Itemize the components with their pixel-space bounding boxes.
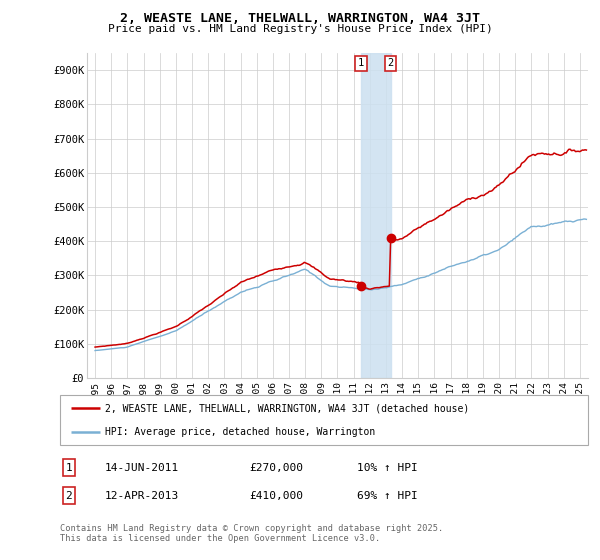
Text: £270,000: £270,000	[249, 463, 303, 473]
Text: 69% ↑ HPI: 69% ↑ HPI	[357, 491, 418, 501]
Text: Contains HM Land Registry data © Crown copyright and database right 2025.
This d: Contains HM Land Registry data © Crown c…	[60, 524, 443, 543]
Bar	[361, 53, 391, 378]
Text: 1: 1	[65, 463, 73, 473]
Text: 2, WEASTE LANE, THELWALL, WARRINGTON, WA4 3JT (detached house): 2, WEASTE LANE, THELWALL, WARRINGTON, WA…	[105, 403, 469, 413]
Text: £410,000: £410,000	[249, 491, 303, 501]
Text: 14-JUN-2011: 14-JUN-2011	[105, 463, 179, 473]
Text: Price paid vs. HM Land Registry's House Price Index (HPI): Price paid vs. HM Land Registry's House …	[107, 24, 493, 34]
Text: 2: 2	[65, 491, 73, 501]
Text: 12-APR-2013: 12-APR-2013	[105, 491, 179, 501]
Text: HPI: Average price, detached house, Warrington: HPI: Average price, detached house, Warr…	[105, 427, 375, 437]
Text: 10% ↑ HPI: 10% ↑ HPI	[357, 463, 418, 473]
Text: 2: 2	[388, 58, 394, 68]
Text: 2, WEASTE LANE, THELWALL, WARRINGTON, WA4 3JT: 2, WEASTE LANE, THELWALL, WARRINGTON, WA…	[120, 12, 480, 25]
Text: 1: 1	[358, 58, 364, 68]
